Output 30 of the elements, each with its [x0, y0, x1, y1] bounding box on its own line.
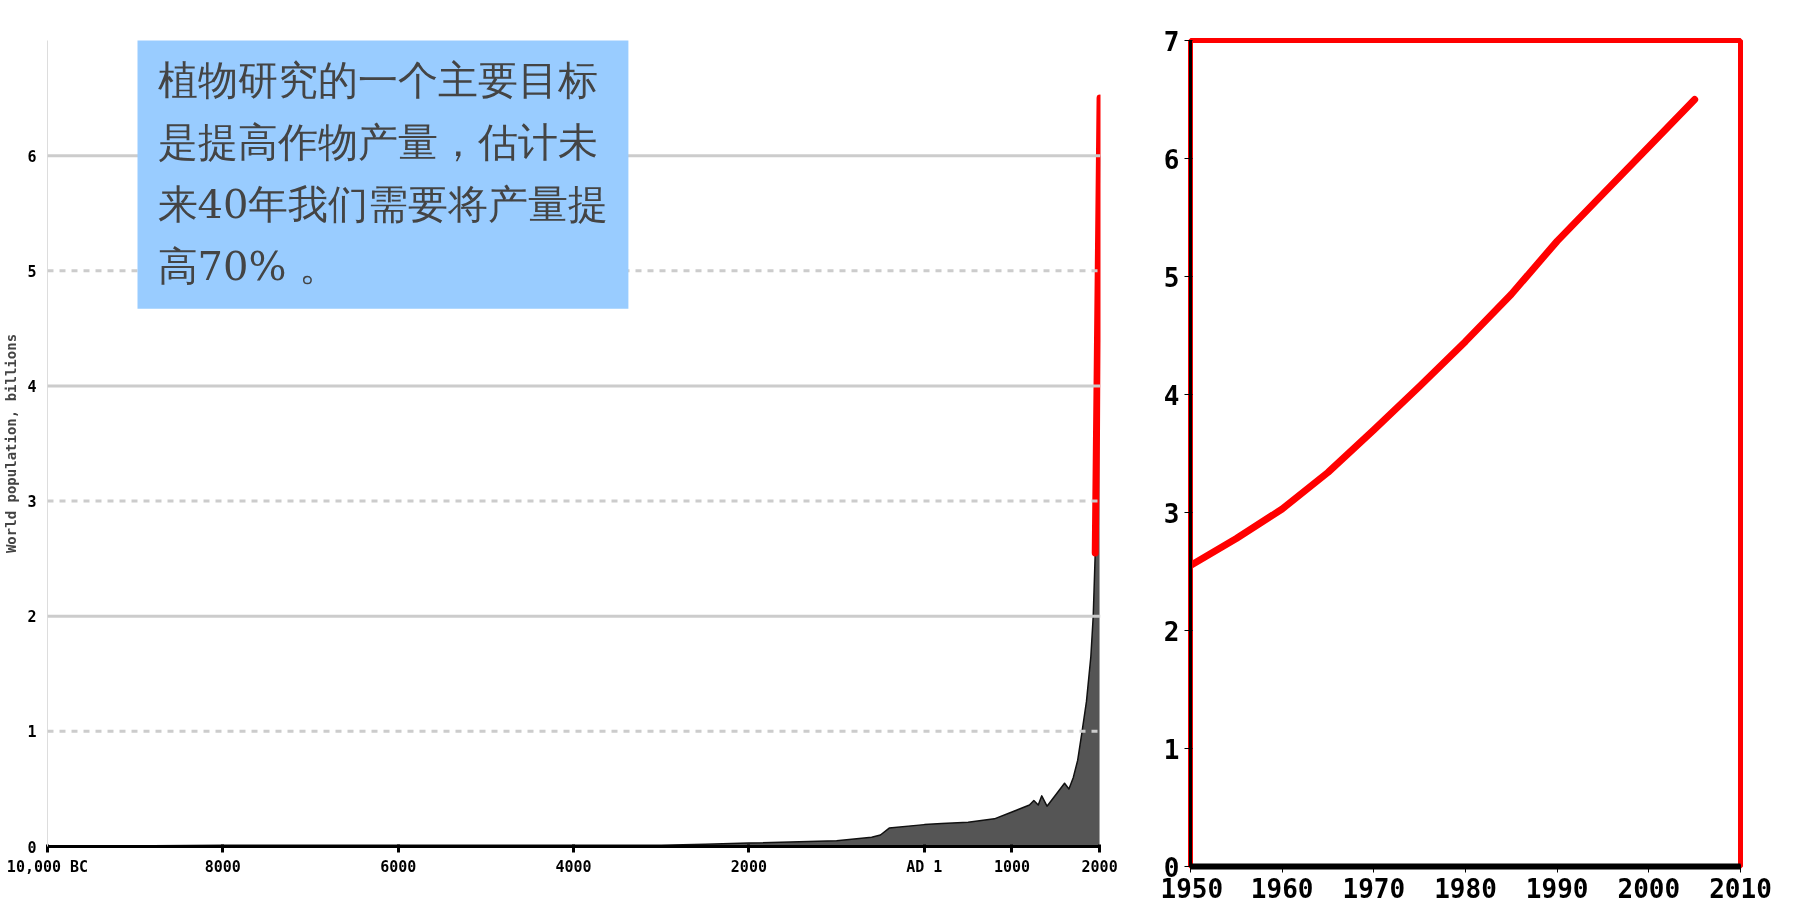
x-tick-label: 2000 [730, 857, 767, 876]
x-tick-label: 2000 [1081, 857, 1118, 876]
y-tick-label: 3 [27, 493, 37, 512]
x-tick-label: 8000 [204, 857, 241, 876]
x-tick-label: 4000 [555, 857, 592, 876]
x-tick-label: 1960 [1250, 873, 1314, 904]
y-tick-label: 4 [27, 377, 37, 396]
y-tick-label: 2 [1163, 616, 1180, 647]
x-tick-label: 1990 [1525, 873, 1589, 904]
x-tick-label: 10,000 BC [6, 857, 89, 876]
x-tick-label: 6000 [380, 857, 417, 876]
y-tick-label: 6 [1163, 144, 1180, 175]
y-tick-label: 1 [1163, 734, 1180, 765]
x-tick-label: 2000 [1617, 873, 1681, 904]
y-tick-label: 0 [27, 838, 37, 857]
y-tick-label: 3 [1163, 498, 1180, 529]
annotation: 植物研究的一个主要目标是提高作物产量，估计未来40年我们需要将产量提高70% 。 [157, 56, 609, 289]
y-tick-label: 1 [27, 723, 37, 742]
x-tick-label: 1980 [1434, 873, 1497, 904]
y-tick-label: 5 [27, 262, 37, 281]
y-axis-title: World population, billions [3, 333, 20, 554]
y-tick-label: 2 [27, 608, 37, 627]
x-tick-label: AD 1 [906, 857, 943, 876]
x-tick-label: 2010 [1709, 873, 1772, 904]
x-tick-label: 1000 [993, 857, 1031, 876]
y-tick-label: 7 [1163, 26, 1180, 57]
y-tick-label: 6 [27, 147, 37, 166]
y-tick-label: 5 [1163, 262, 1180, 293]
y-tick-label: 4 [1163, 380, 1180, 411]
x-tick-label: 1970 [1342, 873, 1406, 904]
